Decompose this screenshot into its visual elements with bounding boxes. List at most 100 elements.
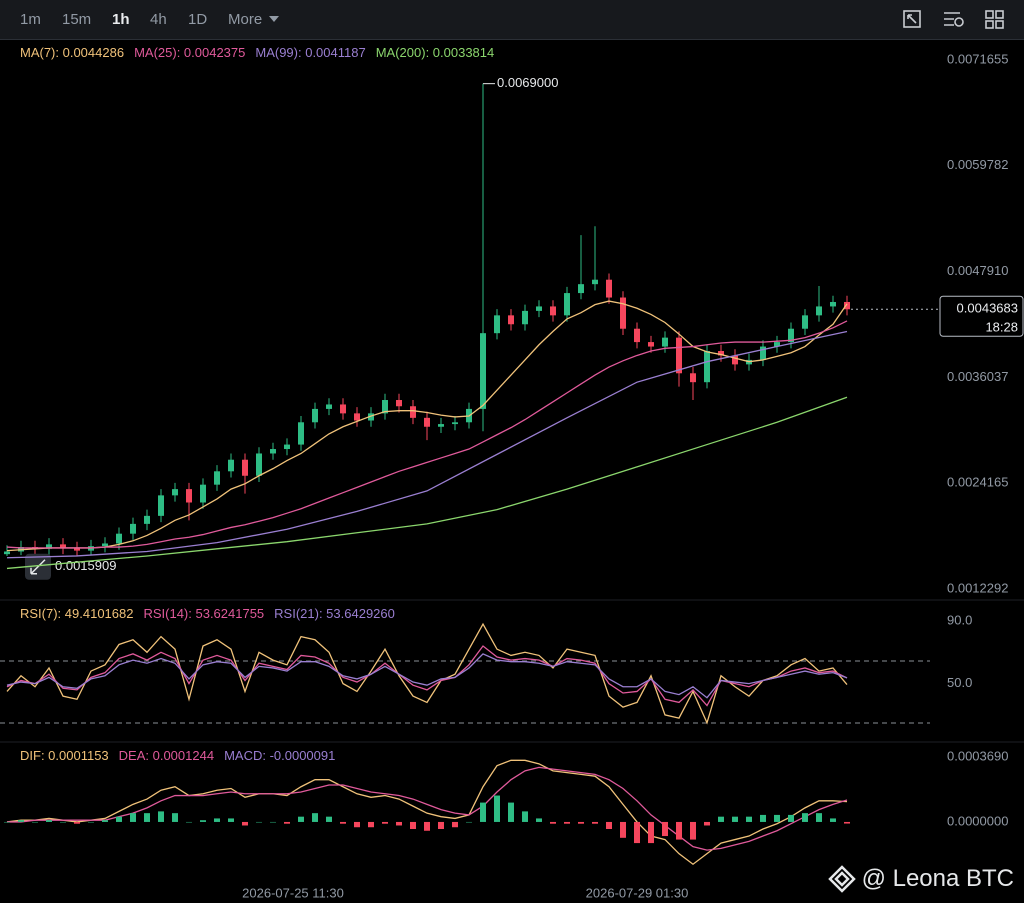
candle-body (816, 306, 822, 316)
candle-body (410, 406, 416, 418)
candle-body (74, 547, 80, 551)
macd-bar (718, 816, 724, 822)
macd-bar (32, 821, 38, 823)
candle-body (760, 346, 766, 360)
more-button[interactable]: More (228, 11, 263, 28)
macd-bar (214, 818, 220, 822)
candle-body (130, 523, 136, 534)
candle-body (592, 279, 598, 285)
candle-body (788, 328, 794, 343)
macd-bar (830, 818, 836, 822)
macd-bar (410, 821, 416, 829)
candle-body (60, 544, 66, 548)
macd-bar (172, 813, 178, 822)
candle-body (4, 551, 10, 555)
interval-button[interactable]: 1h (112, 11, 130, 28)
series-line (6, 300, 848, 552)
macd-bar (256, 821, 262, 823)
candle-body (368, 413, 374, 421)
macd-bar (312, 813, 318, 822)
candle-body (256, 453, 262, 476)
macd-bar (74, 821, 80, 824)
macd-bar (732, 816, 738, 822)
macd-bar (340, 821, 346, 824)
candle-body (354, 413, 360, 421)
macd-bar (844, 821, 850, 824)
ma-legend: MA(7): 0.0044286 MA(25): 0.0042375 MA(99):… (20, 45, 504, 60)
candle-body (340, 404, 346, 414)
caret-icon (269, 16, 279, 22)
macd-bar (746, 816, 752, 822)
y-tick-label: 0.0047910 (947, 263, 1008, 278)
candle-body (326, 404, 332, 409)
logo (827, 865, 856, 893)
candle-body (494, 315, 500, 334)
macd-bar (88, 821, 94, 823)
macd-bar (200, 820, 206, 822)
rsi-legend: RSI(7): 49.4101682 RSI(14): 53.6241755 RSI… (20, 606, 405, 621)
candle-body (844, 301, 850, 310)
macd-bar (620, 821, 626, 838)
macd-bar (144, 813, 150, 822)
interval-button[interactable]: 1m (20, 11, 41, 28)
interval-button[interactable]: 4h (150, 11, 167, 28)
series-line (7, 766, 848, 851)
candle-body (18, 547, 24, 552)
macd-bar (102, 820, 108, 822)
min-arrow (30, 559, 46, 575)
candle-body (648, 342, 654, 347)
candle-body (228, 459, 234, 472)
candle-body (270, 449, 276, 454)
candle-body (536, 306, 542, 311)
macd-bar (662, 821, 668, 837)
macd-bar (186, 821, 192, 823)
candle-body (732, 355, 738, 365)
y-tick-label: 0.0012292 (947, 580, 1008, 595)
candle-body (158, 495, 164, 516)
candle-body (88, 546, 94, 551)
interval-button[interactable]: 1D (188, 11, 208, 28)
toolbar-icons[interactable] (900, 8, 1010, 32)
candle-body (620, 297, 626, 329)
candle-body (662, 337, 668, 347)
candle-body (676, 337, 682, 374)
macd-bar (676, 821, 682, 840)
candle-body (704, 350, 710, 383)
macd-bar (158, 811, 164, 822)
candle-body (550, 306, 556, 316)
macd-bar (18, 820, 24, 822)
interval-button[interactable]: 15m (62, 11, 92, 28)
candle-body (382, 400, 388, 414)
macd-bar (298, 816, 304, 822)
candle-body (284, 444, 290, 450)
legend-entry: RSI(14): 53.6241755 (143, 606, 265, 621)
macd-bar (116, 816, 122, 822)
macd-bar (536, 818, 542, 822)
macd-bar (270, 821, 276, 823)
candle-body (508, 315, 514, 325)
macd-bar (508, 802, 514, 822)
macd-bar (634, 821, 640, 844)
candle-body (396, 400, 402, 407)
macd-bar (578, 821, 584, 824)
macd-bar (480, 802, 486, 822)
macd-bar (396, 821, 402, 826)
macd-bar (704, 821, 710, 826)
macd-bar (648, 821, 654, 844)
legend-entry: RSI(7): 49.4101682 (20, 606, 134, 621)
macd-bar (284, 821, 290, 824)
macd-bar (466, 821, 472, 823)
candle-body (242, 459, 248, 476)
macd-bar (816, 813, 822, 822)
macd-bar (690, 821, 696, 840)
candle-body (116, 533, 122, 544)
macd-bar (802, 813, 808, 822)
candle-body (578, 284, 584, 294)
series-line (6, 759, 848, 866)
candle-body (564, 293, 570, 316)
candle-body (214, 471, 220, 485)
candle-body (172, 489, 178, 496)
macd-bar (564, 821, 570, 824)
macd-bar (592, 821, 598, 824)
series-line (6, 645, 848, 707)
